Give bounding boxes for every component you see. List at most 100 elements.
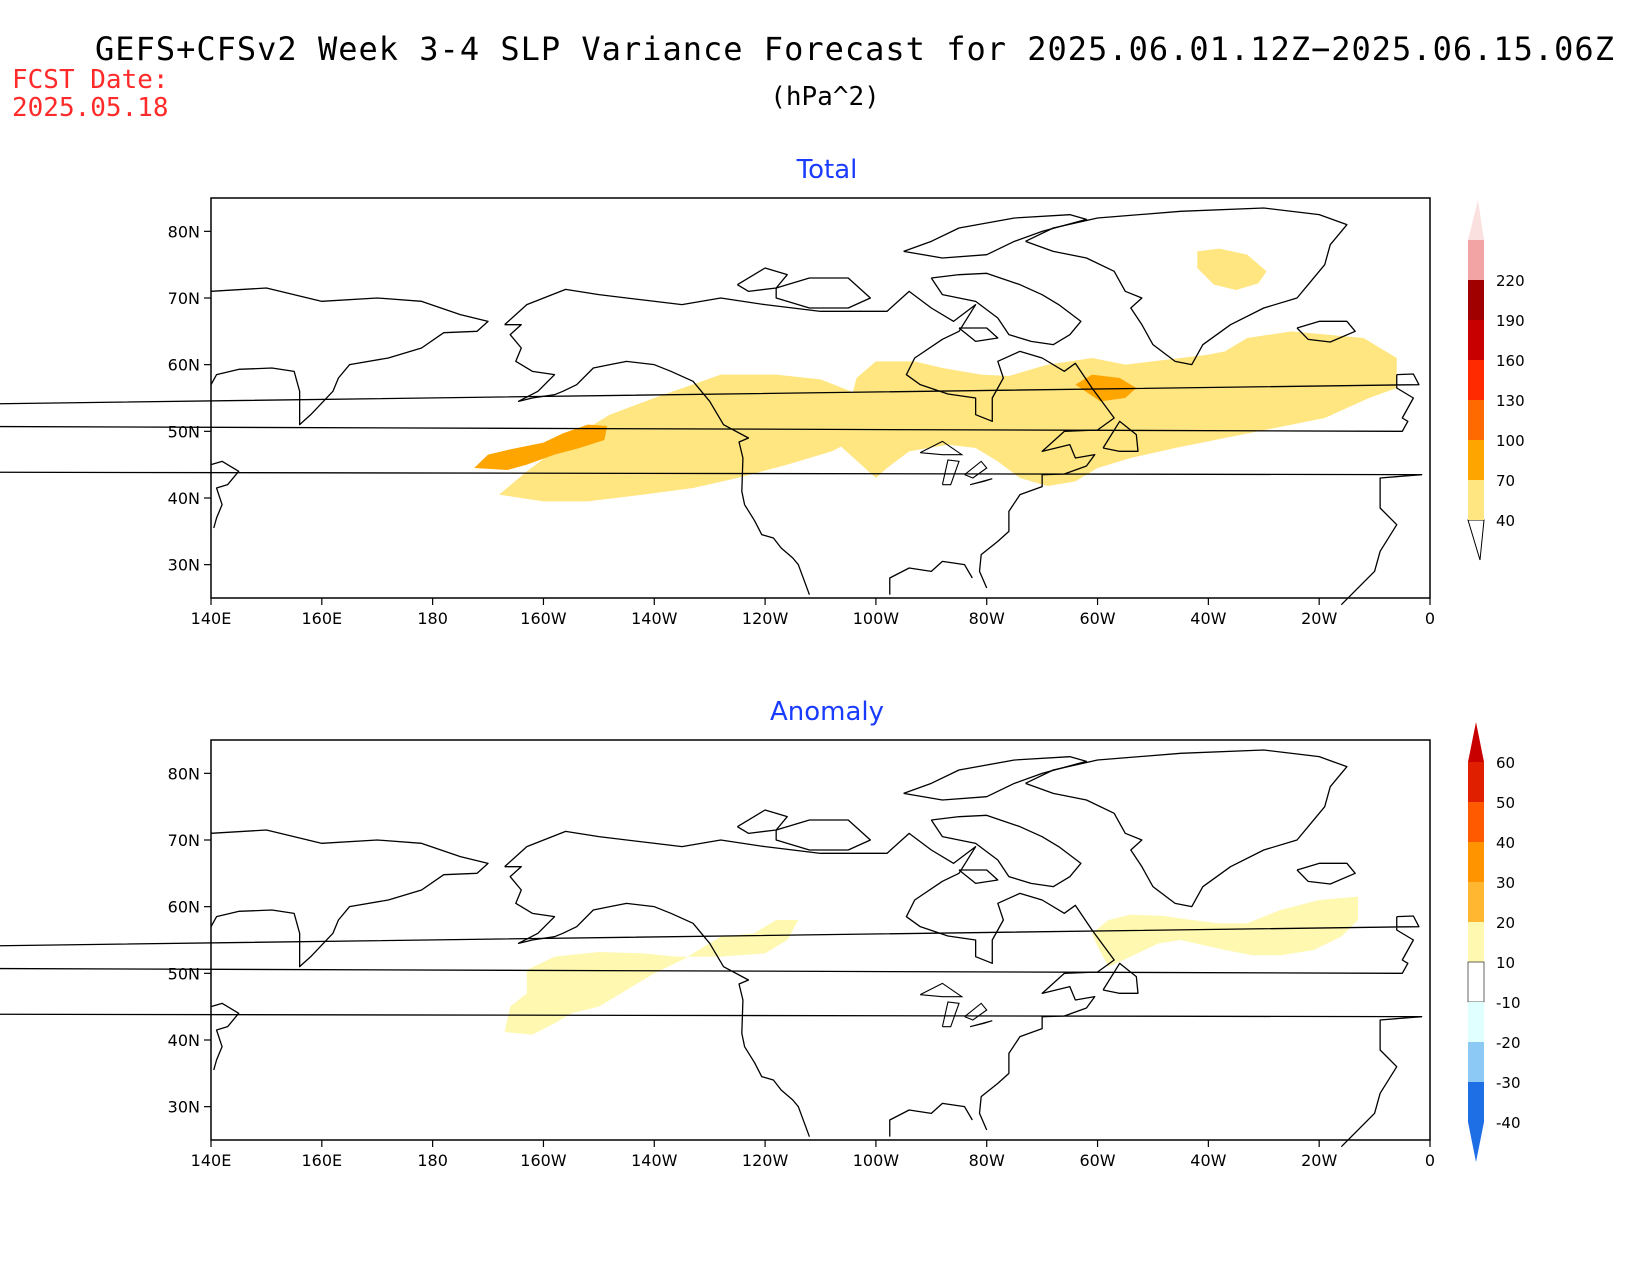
x-tick-label: 160W: [520, 609, 567, 628]
variance-area-labrador-core: [1075, 374, 1137, 402]
y-tick-label: 50N: [168, 964, 200, 983]
great-lake-outline: [941, 459, 960, 486]
y-tick-label: 40N: [168, 1031, 200, 1050]
anomaly-area-north-pacific: [504, 920, 799, 1035]
great-lake-outline: [919, 982, 964, 998]
colorbar-band: [1468, 480, 1484, 520]
colorbar-label: 30: [1496, 874, 1515, 892]
coastline-newfoundland: [1102, 420, 1139, 452]
coastline-hudson-islands: [958, 869, 999, 884]
panel-title: Total: [796, 155, 858, 185]
x-tick-label: 0: [1425, 1151, 1435, 1170]
colorbar-label: -40: [1496, 1114, 1521, 1132]
colorbar-label: 60: [1496, 754, 1515, 772]
x-tick-label: 0: [1425, 609, 1435, 628]
colorbar-upper-extension: [1468, 722, 1484, 762]
x-tick-label: 180: [417, 609, 448, 628]
x-tick-label: 80W: [969, 1151, 1005, 1170]
coastline-victoria-island: [775, 819, 872, 851]
x-tick-label: 140W: [631, 609, 678, 628]
x-tick-label: 140E: [191, 1151, 232, 1170]
x-tick-label: 40W: [1190, 609, 1226, 628]
colorbar-label: 70: [1496, 472, 1515, 490]
x-tick-label: 60W: [1079, 609, 1115, 628]
y-tick-label: 60N: [168, 898, 200, 917]
anomaly-area-north-atlantic: [1092, 896, 1358, 967]
colorbar-label: -30: [1496, 1074, 1521, 1092]
coastline-banks-island: [737, 809, 788, 834]
coastline-europe-africa: [0, 471, 1423, 606]
variance-area-greenland: [1197, 248, 1267, 290]
coastline-ellesmere: [903, 756, 1088, 801]
colorbar-lower-extension: [1467, 519, 1485, 561]
x-tick-label: 140E: [191, 609, 232, 628]
y-tick-label: 60N: [168, 356, 200, 375]
x-tick-label: 100W: [853, 1151, 900, 1170]
y-tick-label: 70N: [168, 831, 200, 850]
colorbar-band: [1468, 1002, 1484, 1042]
coastline-ireland-uk: [0, 373, 1420, 432]
x-tick-label: 40W: [1190, 1151, 1226, 1170]
y-tick-label: 30N: [168, 556, 200, 575]
colorbar-band: [1467, 961, 1485, 1003]
colorbar-label: -20: [1496, 1034, 1521, 1052]
coastline-greenland: [1025, 749, 1348, 908]
colorbar: 60 50 40 30 20 10 -10 -20 -30 -40: [1467, 722, 1521, 1162]
coastline-greenland: [1025, 207, 1348, 366]
map-frame: [210, 197, 1431, 599]
colorbar-label: 20: [1496, 914, 1515, 932]
variance-area-north-atlantic: [831, 331, 1397, 486]
great-lake-outline: [964, 460, 988, 479]
colorbar-label: 40: [1496, 512, 1515, 530]
colorbar-label: -10: [1496, 994, 1521, 1012]
colorbar-band: [1468, 882, 1484, 922]
y-tick-label: 80N: [168, 222, 200, 241]
fcst-date-value: 2025.05.18: [12, 93, 169, 123]
great-lake-outline: [969, 478, 993, 486]
coastline-pacific-coast: [504, 324, 811, 595]
coastline-asia-coast: [210, 287, 489, 426]
coastline-pacific-coast: [504, 866, 811, 1137]
colorbar-band: [1468, 922, 1484, 962]
colorbar-band: [1468, 360, 1484, 400]
map-frame: [210, 739, 1431, 1141]
colorbar-lower-extension: [1468, 1122, 1484, 1162]
y-tick-label: 80N: [168, 764, 200, 783]
x-tick-label: 120W: [742, 609, 789, 628]
great-lake-outline: [941, 1001, 960, 1028]
colorbar-band: [1468, 1042, 1484, 1082]
x-tick-label: 60W: [1079, 1151, 1115, 1170]
colorbar-band: [1468, 802, 1484, 842]
x-tick-label: 160E: [301, 609, 342, 628]
coastline-newfoundland: [1102, 962, 1139, 994]
coastline-west-coast: [889, 560, 973, 595]
coastline-iceland: [1296, 320, 1356, 343]
coastline-baffin: [930, 814, 1082, 888]
colorbar-label: 10: [1496, 954, 1515, 972]
coastline-ireland-uk: [0, 915, 1420, 974]
variance-area-north-pacific-core: [474, 424, 608, 470]
coastline-europe-africa: [0, 1013, 1423, 1148]
y-tick-label: 50N: [168, 422, 200, 441]
x-tick-label: 140W: [631, 1151, 678, 1170]
coastline-ellesmere: [903, 214, 1088, 259]
figure-title: GEFS+CFSv2 Week 3-4 SLP Variance Forecas…: [95, 30, 1615, 68]
colorbar-band: [1468, 280, 1484, 320]
x-tick-label: 80W: [969, 609, 1005, 628]
x-tick-label: 20W: [1301, 1151, 1337, 1170]
colorbar: 40 70 100 130 160 190 220: [1467, 200, 1525, 561]
colorbar-band: [1468, 240, 1484, 280]
great-lake-outline: [919, 440, 964, 456]
coastline-west-coast: [889, 1102, 973, 1137]
colorbar-label: 100: [1496, 432, 1525, 450]
coastline-baffin: [930, 272, 1082, 346]
coastline-iceland: [1296, 862, 1356, 885]
colorbar-band: [1468, 1082, 1484, 1122]
x-tick-label: 100W: [853, 609, 900, 628]
coastline-banks-island: [737, 267, 788, 292]
colorbar-band: [1468, 400, 1484, 440]
total-panel: 140E 160E 180 160W 140W 120W 100W 80W 60W 40W 20W 0…: [0, 155, 1525, 628]
colorbar-label: 220: [1496, 272, 1525, 290]
colorbar-upper-extension: [1468, 200, 1484, 240]
